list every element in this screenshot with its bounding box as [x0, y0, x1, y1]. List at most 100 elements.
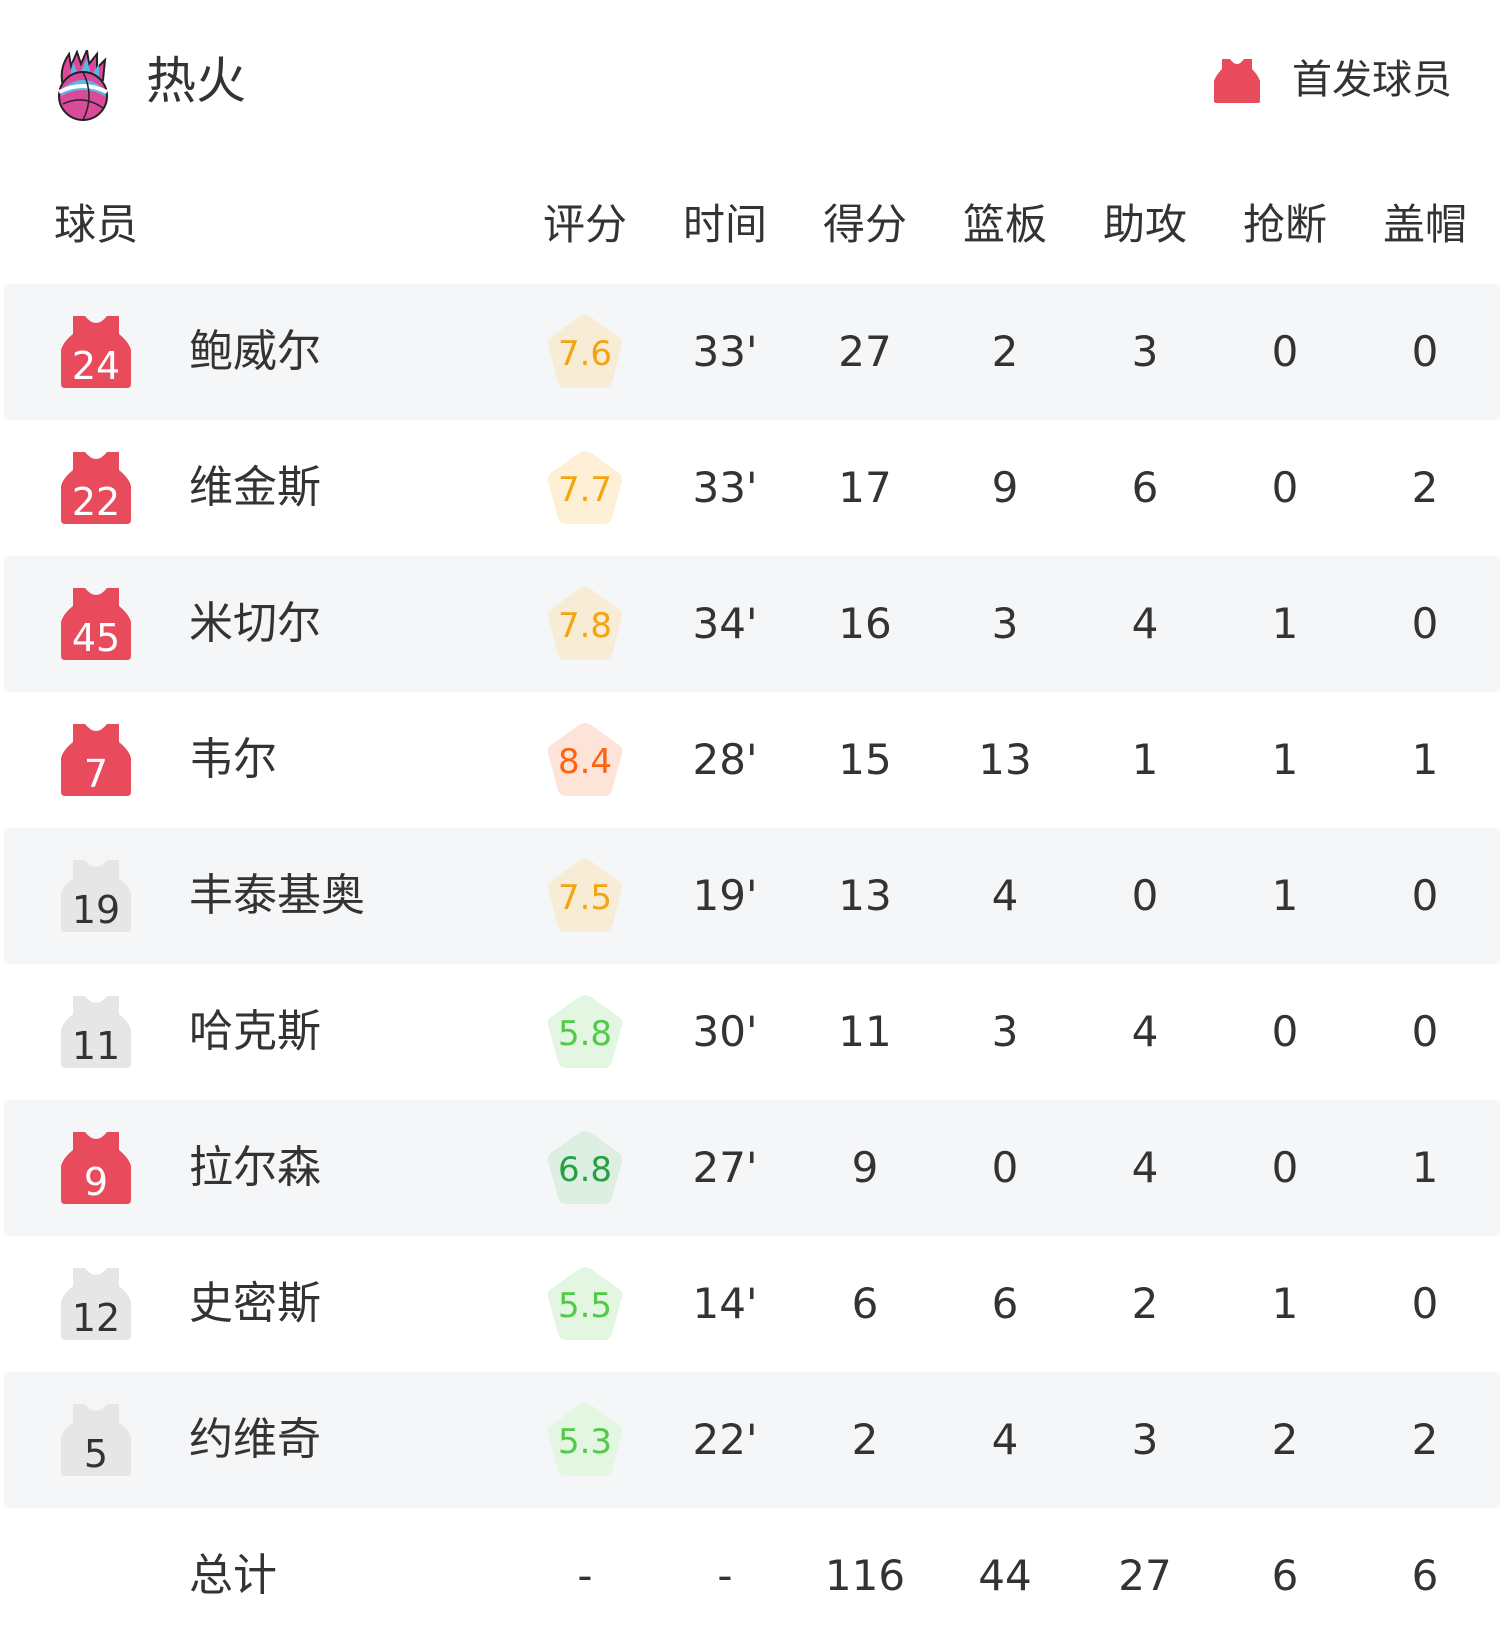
jersey-icon: 5 — [61, 1402, 131, 1476]
stat-steals: 1 — [1271, 599, 1299, 648]
jersey-icon: 24 — [61, 314, 131, 388]
rating-badge: 8.4 — [545, 720, 625, 800]
rating-badge: 6.8 — [545, 1128, 625, 1208]
totals-assists: 27 — [1118, 1551, 1172, 1600]
player-row[interactable]: 11 哈克斯 5.8 30' 11 3 4 0 0 — [4, 964, 1500, 1100]
stat-time: 22' — [692, 1415, 758, 1464]
stat-rebounds: 3 — [991, 599, 1019, 648]
header-time[interactable]: 时间 — [682, 200, 767, 249]
player-row[interactable]: 7 韦尔 8.4 28' 15 13 1 1 1 — [4, 692, 1500, 828]
header-points[interactable]: 得分 — [822, 200, 907, 249]
player-name[interactable]: 鲍威尔 — [189, 326, 321, 377]
totals-points: 116 — [824, 1551, 906, 1600]
stat-blocks: 0 — [1411, 1279, 1439, 1328]
stat-points: 27 — [838, 327, 892, 376]
stat-steals: 1 — [1271, 871, 1299, 920]
header-rebounds[interactable]: 篮板 — [962, 200, 1047, 249]
player-name[interactable]: 哈克斯 — [189, 1006, 321, 1057]
stat-time: 30' — [692, 1007, 758, 1056]
rating-value: 6.8 — [557, 1150, 613, 1190]
player-name[interactable]: 韦尔 — [189, 734, 277, 785]
rating-badge: 5.8 — [545, 992, 625, 1072]
rating-badge: 7.6 — [545, 312, 625, 392]
player-row[interactable]: 22 维金斯 7.7 33' 17 9 6 0 2 — [4, 420, 1500, 556]
stat-points: 16 — [838, 599, 892, 648]
stat-assists: 6 — [1131, 463, 1159, 512]
jersey-number: 5 — [83, 1432, 109, 1476]
player-name[interactable]: 丰泰基奥 — [189, 870, 365, 921]
stat-assists: 1 — [1131, 735, 1159, 784]
player-row[interactable]: 24 鲍威尔 7.6 33' 27 2 3 0 0 — [4, 284, 1500, 420]
table-header: 球员 评分 时间 得分 篮板 助攻 抢断 盖帽 — [0, 190, 1500, 260]
stat-time: 33' — [692, 327, 758, 376]
stat-rebounds: 4 — [991, 871, 1019, 920]
stat-rebounds: 3 — [991, 1007, 1019, 1056]
stat-blocks: 0 — [1411, 327, 1439, 376]
rating-value: 5.5 — [557, 1286, 613, 1326]
stat-blocks: 2 — [1411, 1415, 1439, 1464]
stat-time: 27' — [692, 1143, 758, 1192]
header-blocks[interactable]: 盖帽 — [1382, 200, 1467, 249]
stat-blocks: 0 — [1411, 871, 1439, 920]
player-name[interactable]: 维金斯 — [189, 462, 321, 513]
stat-assists: 4 — [1131, 599, 1159, 648]
jersey-number: 9 — [83, 1160, 109, 1204]
stat-points: 15 — [838, 735, 892, 784]
stat-blocks: 1 — [1411, 1143, 1439, 1192]
stat-assists: 3 — [1131, 327, 1159, 376]
player-row[interactable]: 12 史密斯 5.5 14' 6 6 2 1 0 — [4, 1236, 1500, 1372]
rating-value: 5.8 — [557, 1014, 613, 1054]
stat-steals: 0 — [1271, 463, 1299, 512]
jersey-number: 7 — [83, 752, 109, 796]
player-name[interactable]: 史密斯 — [189, 1278, 321, 1329]
starter-legend: 首发球员 — [1214, 55, 1452, 105]
stat-blocks: 2 — [1411, 463, 1439, 512]
stat-rebounds: 6 — [991, 1279, 1019, 1328]
rating-badge: 7.7 — [545, 448, 625, 528]
stat-points: 17 — [838, 463, 892, 512]
player-name[interactable]: 米切尔 — [189, 598, 321, 649]
stat-points: 13 — [838, 871, 892, 920]
stat-blocks: 1 — [1411, 735, 1439, 784]
jersey-number: 12 — [71, 1296, 121, 1340]
totals-steals: 6 — [1271, 1551, 1299, 1600]
header-rating[interactable]: 评分 — [542, 200, 627, 249]
stat-rebounds: 4 — [991, 1415, 1019, 1464]
rating-badge: 5.5 — [545, 1264, 625, 1344]
stat-points: 2 — [851, 1415, 879, 1464]
team-logo — [58, 50, 108, 121]
player-name[interactable]: 约维奇 — [189, 1414, 321, 1465]
player-row[interactable]: 9 拉尔森 6.8 27' 9 0 4 0 1 — [4, 1100, 1500, 1236]
jersey-number: 22 — [71, 480, 121, 524]
player-row[interactable]: 45 米切尔 7.8 34' 16 3 4 1 0 — [4, 556, 1500, 692]
legend-label: 首发球员 — [1292, 57, 1452, 103]
jersey-number: 11 — [71, 1024, 121, 1068]
player-row[interactable]: 5 约维奇 5.3 22' 2 4 3 2 2 — [4, 1372, 1500, 1508]
jersey-number: 19 — [71, 888, 121, 932]
jersey-icon: 19 — [61, 858, 131, 932]
rating-value: 5.3 — [557, 1422, 613, 1462]
header-steals[interactable]: 抢断 — [1242, 200, 1327, 249]
team-header: 热火 首发球员 — [0, 0, 1500, 160]
stat-steals: 1 — [1271, 1279, 1299, 1328]
player-row[interactable]: 19 丰泰基奥 7.5 19' 13 4 0 1 0 — [4, 828, 1500, 964]
header-assists[interactable]: 助攻 — [1102, 200, 1187, 249]
jersey-number: 24 — [71, 344, 121, 388]
rating-badge: 7.8 — [545, 584, 625, 664]
totals-time: - — [717, 1551, 733, 1600]
player-name[interactable]: 拉尔森 — [189, 1142, 321, 1193]
rating-value: 7.8 — [557, 606, 613, 646]
stat-blocks: 0 — [1411, 599, 1439, 648]
jersey-icon: 11 — [61, 994, 131, 1068]
jersey-icon: 7 — [61, 722, 131, 796]
stat-steals: 0 — [1271, 1143, 1299, 1192]
jersey-number: 45 — [71, 616, 121, 660]
rating-value: 7.7 — [557, 470, 613, 510]
rating-badge: 7.5 — [545, 856, 625, 936]
totals-blocks: 6 — [1411, 1551, 1439, 1600]
rating-value: 7.6 — [557, 334, 613, 374]
totals-label: 总计 — [189, 1550, 277, 1601]
jersey-icon — [1214, 59, 1260, 103]
stat-assists: 4 — [1131, 1007, 1159, 1056]
stat-points: 6 — [851, 1279, 879, 1328]
